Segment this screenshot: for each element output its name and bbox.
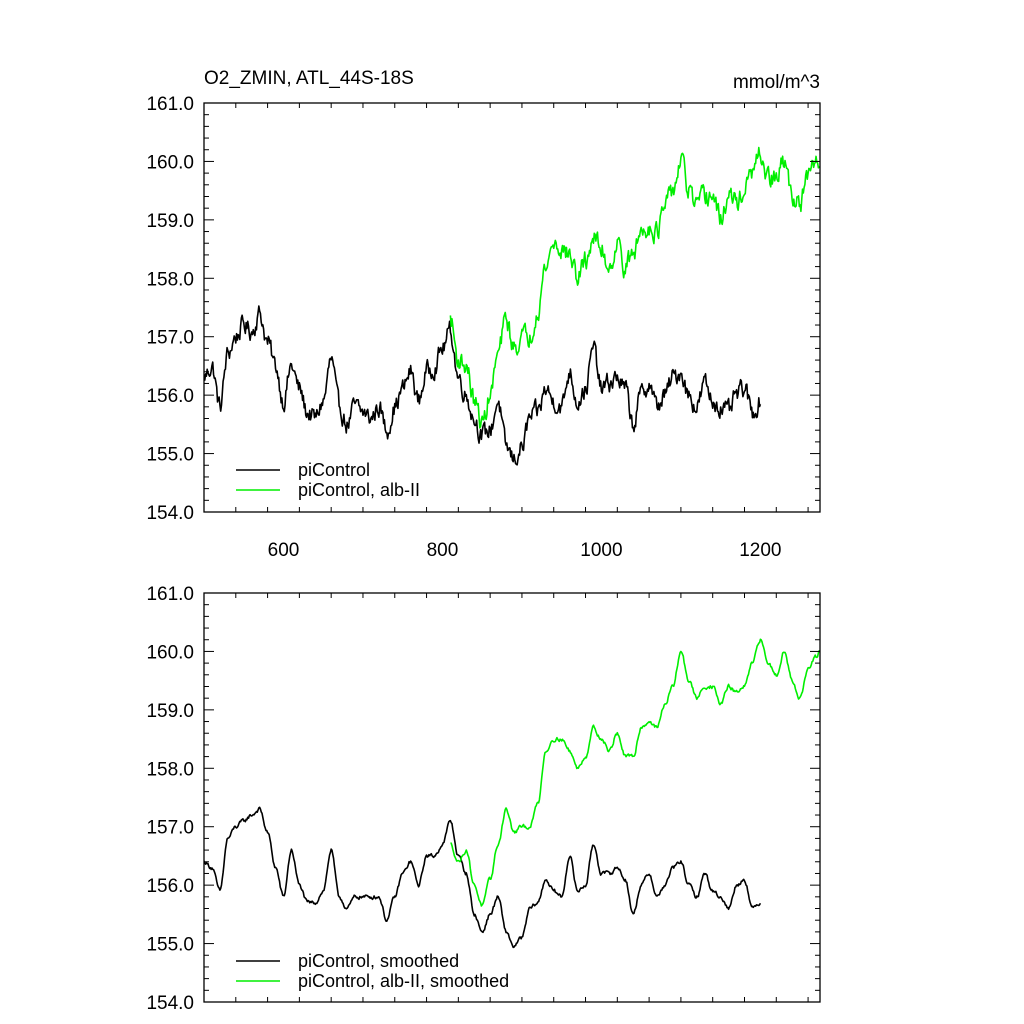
bottom-panel: 154.0 155.0 156.0 157.0 158.0 159.0 160.0 161.0… xyxy=(146,584,821,1014)
y-tick-label: 155.0 xyxy=(146,935,194,956)
plot-frame xyxy=(203,102,821,513)
series-line-2 xyxy=(450,638,820,907)
legend-label-1: piControl, smoothed xyxy=(298,951,459,971)
plot-frame xyxy=(203,592,821,1003)
y-tick-label: 160.0 xyxy=(146,152,194,173)
x-tick-label: 800 xyxy=(427,540,459,561)
y-tick-label: 154.0 xyxy=(146,993,194,1014)
y-tick-label: 159.0 xyxy=(146,701,194,722)
y-tick-label: 156.0 xyxy=(146,386,194,407)
series-line-1 xyxy=(204,806,762,949)
x-tick-label: 600 xyxy=(268,540,300,561)
units-label: mmol/m^3 xyxy=(733,72,820,93)
y-tick-label: 158.0 xyxy=(146,269,194,290)
series-line-1 xyxy=(204,305,762,466)
legend-label-1: piControl xyxy=(298,460,370,480)
y-tick-label: 160.0 xyxy=(146,642,194,663)
top-panel: O2_ZMIN, ATL_44S-18S mmol/m^3 154.0 155.0… xyxy=(146,68,821,561)
y-tick-label: 157.0 xyxy=(146,818,194,839)
x-tick-label: 1200 xyxy=(739,540,781,561)
y-tick-label: 161.0 xyxy=(146,94,194,115)
y-tick-label: 154.0 xyxy=(146,503,194,524)
series-line-2 xyxy=(449,146,820,429)
y-tick-label: 161.0 xyxy=(146,584,194,605)
y-tick-label: 158.0 xyxy=(146,759,194,780)
x-tick-label: 1000 xyxy=(580,540,622,561)
y-tick-label: 157.0 xyxy=(146,328,194,349)
y-tick-label: 156.0 xyxy=(146,876,194,897)
y-tick-label: 159.0 xyxy=(146,211,194,232)
legend-label-2: piControl, alb-II xyxy=(298,480,420,500)
legend-label-2: piControl, alb-II, smoothed xyxy=(298,971,509,991)
chart-title: O2_ZMIN, ATL_44S-18S xyxy=(204,68,414,89)
y-tick-label: 155.0 xyxy=(146,445,194,466)
